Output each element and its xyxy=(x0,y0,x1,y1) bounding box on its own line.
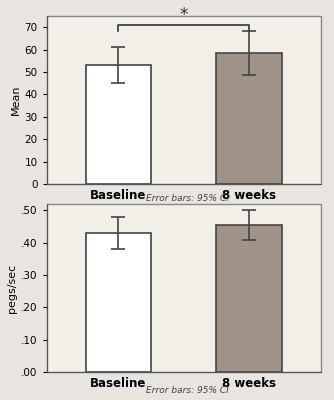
Bar xyxy=(47,16,321,184)
Bar xyxy=(216,53,282,184)
Bar xyxy=(86,233,151,372)
Bar xyxy=(216,225,282,372)
Bar xyxy=(47,204,321,372)
Y-axis label: Mean: Mean xyxy=(10,85,20,115)
Text: Error bars: 95% CI: Error bars: 95% CI xyxy=(146,386,228,395)
Bar xyxy=(86,65,151,184)
Text: *: * xyxy=(179,6,188,24)
Y-axis label: pegs/sec: pegs/sec xyxy=(7,263,17,313)
Text: Error bars: 95% CI: Error bars: 95% CI xyxy=(146,194,228,203)
